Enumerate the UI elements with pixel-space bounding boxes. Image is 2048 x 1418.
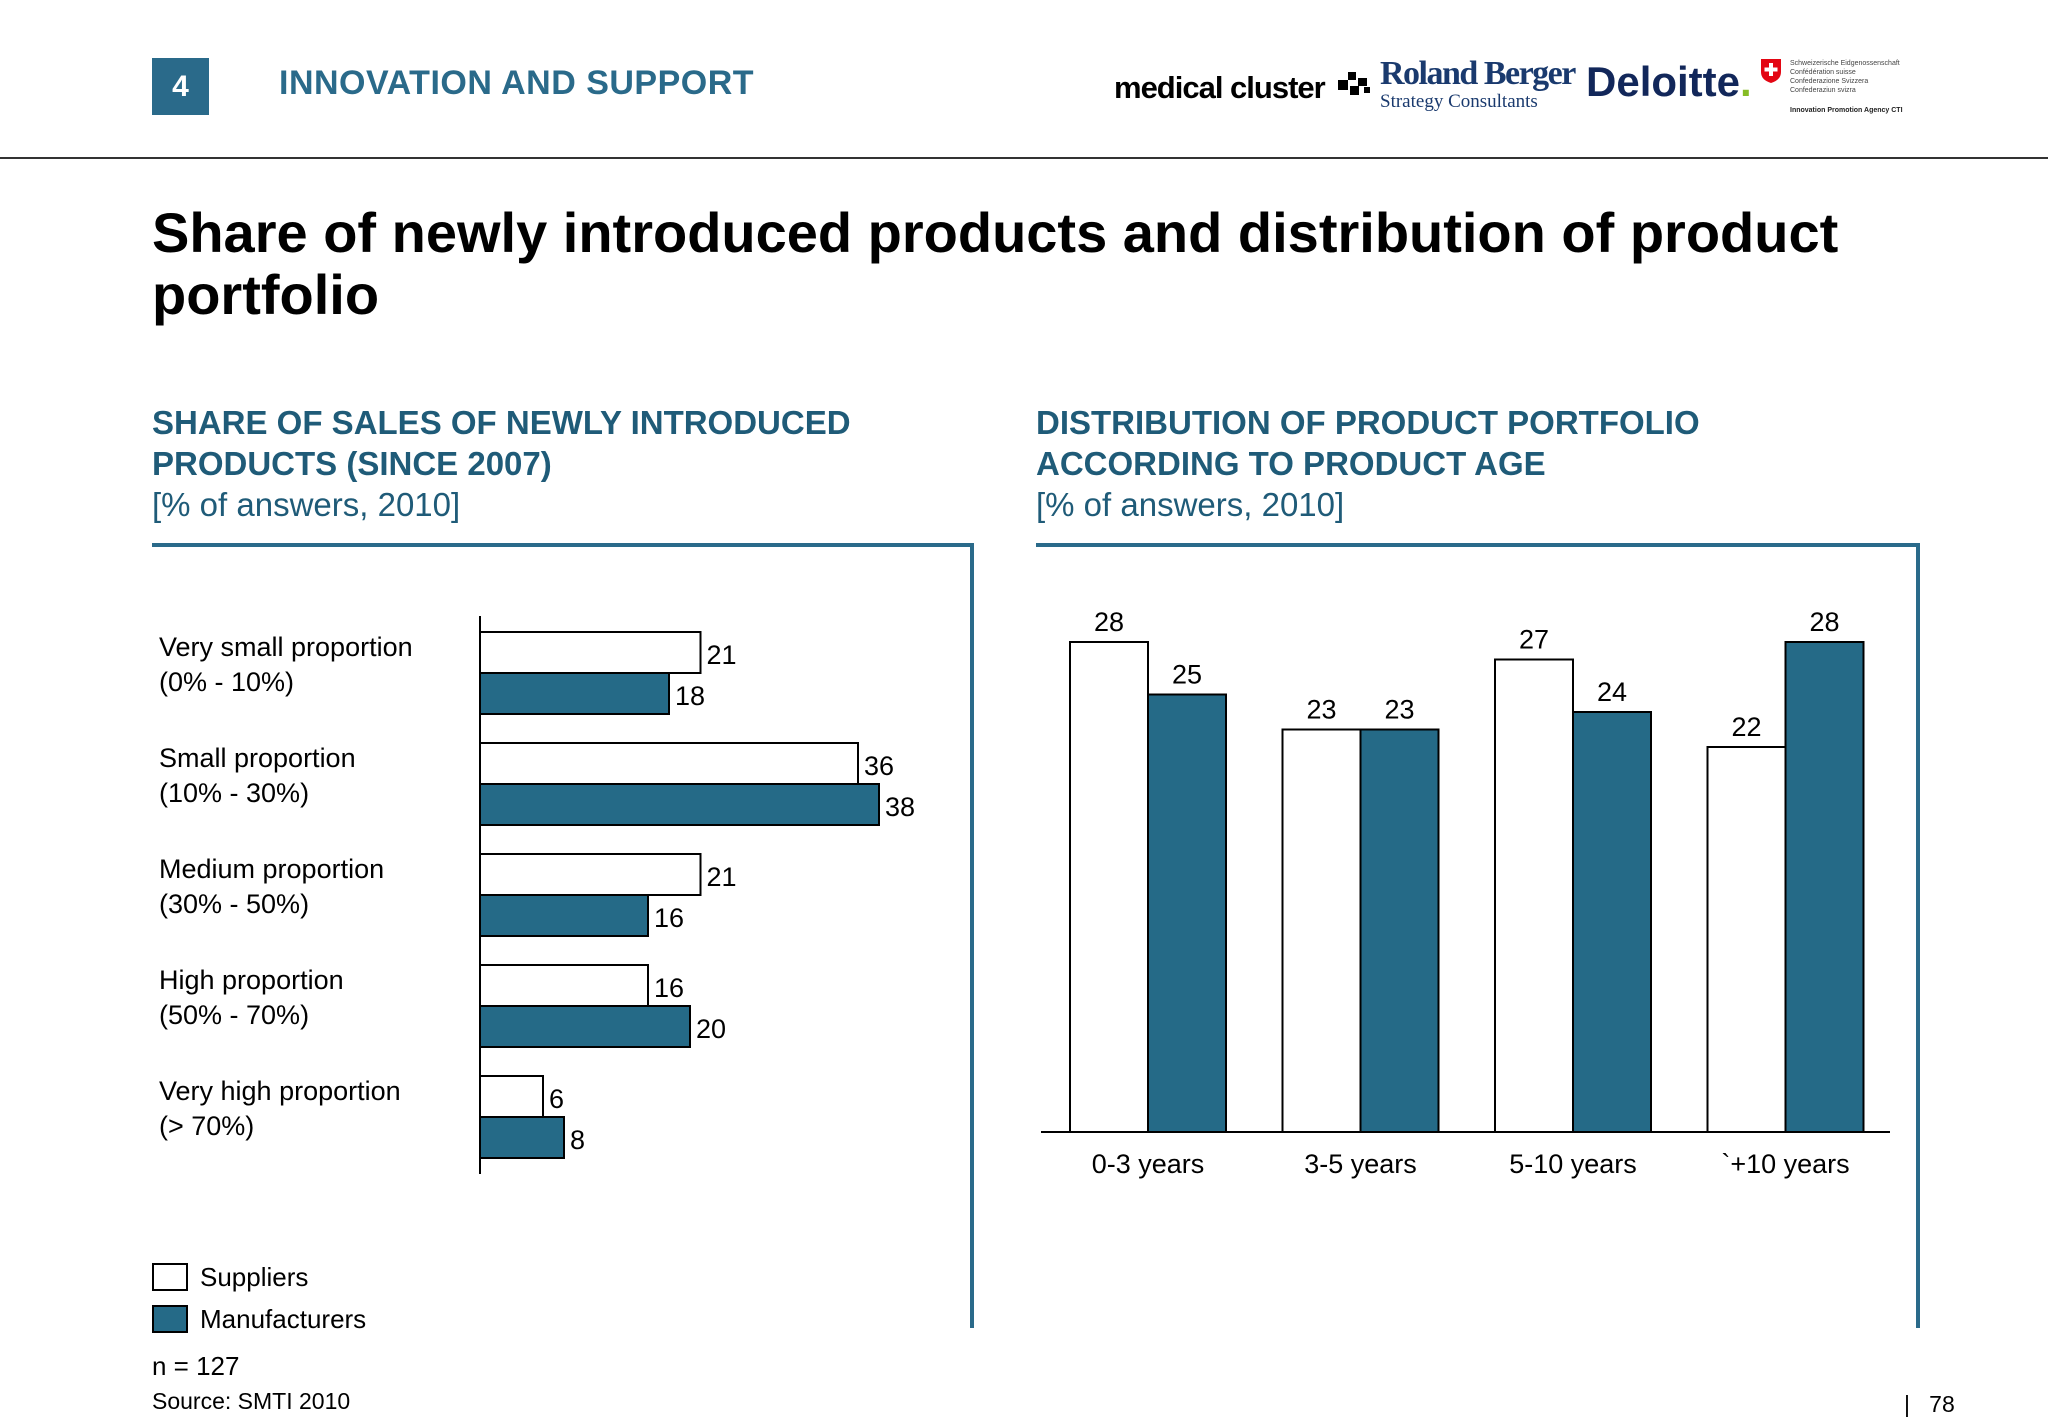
bar-suppliers — [1706, 746, 1787, 1133]
deloitte-logo: Deloitte. — [1586, 58, 1752, 106]
category-range-label: (> 70%) — [159, 1111, 254, 1141]
bar-manufacturers — [1359, 728, 1440, 1133]
roland-berger-logo-sub: Strategy Consultants — [1380, 91, 1538, 112]
deloitte-logo-dot: . — [1740, 58, 1752, 105]
category-range-label: (50% - 70%) — [159, 1000, 309, 1030]
data-label-suppliers: 22 — [1731, 712, 1761, 742]
data-label-suppliers: 6 — [549, 1084, 564, 1114]
data-label-suppliers: 21 — [707, 862, 737, 892]
data-label-suppliers: 36 — [864, 751, 894, 781]
bar-manufacturers — [479, 1005, 691, 1048]
category-label: `+10 years — [1721, 1149, 1849, 1179]
data-label-manufacturers: 38 — [885, 792, 915, 822]
legend-swatch-suppliers — [152, 1263, 188, 1291]
right-chart-unit: [% of answers, 2010] — [1036, 486, 1345, 523]
bar-manufacturers — [1147, 693, 1227, 1133]
data-label-suppliers: 21 — [707, 640, 737, 670]
bar-manufacturers — [479, 783, 880, 826]
left-chart-unit: [% of answers, 2010] — [152, 486, 461, 523]
swiss-confederation-logo: Schweizerische Eidgenossenschaft Confédé… — [1758, 56, 1930, 120]
page-number: | 78 — [1904, 1391, 1955, 1418]
category-label: 3-5 years — [1304, 1149, 1417, 1179]
category-range-label: (30% - 50%) — [159, 889, 309, 919]
bar-suppliers — [479, 964, 649, 1007]
legend-swatch-manufacturers — [152, 1305, 188, 1333]
bar-manufacturers — [479, 672, 670, 715]
legend-label-manufacturers: Manufacturers — [200, 1303, 367, 1334]
category-label: 0-3 years — [1092, 1149, 1205, 1179]
roland-berger-logo-name: Roland Berger — [1380, 55, 1576, 92]
swiss-name-line: Confederaziun svizra — [1790, 87, 1856, 94]
category-range-label: (0% - 10%) — [159, 667, 294, 697]
swiss-confederation-names: Schweizerische Eidgenossenschaft Confédé… — [1790, 59, 1900, 95]
page-number-value: 78 — [1929, 1391, 1955, 1417]
bar-suppliers — [479, 1075, 544, 1118]
page-number-separator: | — [1904, 1391, 1910, 1417]
category-label: 5-10 years — [1509, 1149, 1637, 1179]
medical-cluster-logo: medical cluster — [1114, 70, 1372, 106]
legend-item-suppliers: Suppliers — [152, 1256, 366, 1298]
swiss-name-line: Confédération suisse — [1790, 69, 1856, 76]
bar-suppliers — [1281, 728, 1362, 1133]
bar-suppliers — [1494, 658, 1574, 1133]
data-label-manufacturers: 24 — [1597, 677, 1627, 707]
section-number-badge: 4 — [152, 58, 209, 115]
deloitte-logo-text: Deloitte — [1586, 58, 1741, 105]
header-divider — [0, 157, 2048, 159]
category-label: Small proportion — [159, 743, 356, 773]
bar-manufacturers — [1572, 711, 1652, 1133]
right-chart-frame-side — [1916, 543, 1920, 1328]
right-chart-frame-top — [1036, 543, 1920, 547]
bar-suppliers — [479, 742, 859, 785]
data-label-suppliers: 28 — [1094, 607, 1124, 637]
data-label-manufacturers: 25 — [1172, 660, 1202, 690]
left-chart-title: SHARE OF SALES OF NEWLY INTRODUCED PRODU… — [152, 404, 851, 482]
bar-manufacturers — [479, 894, 649, 937]
category-label: High proportion — [159, 965, 344, 995]
category-label: Very high proportion — [159, 1076, 401, 1106]
swiss-cross-icon — [1761, 59, 1781, 83]
swiss-name-line: Schweizerische Eidgenossenschaft — [1790, 60, 1900, 67]
bar-suppliers — [479, 631, 702, 674]
section-title: INNOVATION AND SUPPORT — [279, 64, 755, 102]
data-label-manufacturers: 23 — [1384, 695, 1414, 725]
data-label-suppliers: 16 — [654, 973, 684, 1003]
sample-size-note: n = 127 — [152, 1351, 240, 1381]
data-label-suppliers: 23 — [1306, 695, 1336, 725]
medical-cluster-mark-icon — [1338, 72, 1371, 95]
right-chart-heading: DISTRIBUTION OF PRODUCT PORTFOLIO ACCORD… — [1036, 402, 1896, 525]
category-label: Medium proportion — [159, 854, 384, 884]
data-label-manufacturers: 16 — [654, 903, 684, 933]
legend-label-suppliers: Suppliers — [200, 1261, 309, 1292]
bar-suppliers — [1069, 641, 1149, 1133]
swiss-agency-name: Innovation Promotion Agency CTI — [1790, 107, 1903, 114]
left-chart-heading: SHARE OF SALES OF NEWLY INTRODUCED PRODU… — [152, 402, 1012, 525]
source-note: Source: SMTI 2010 — [152, 1388, 351, 1414]
data-label-manufacturers: 20 — [696, 1014, 726, 1044]
medical-cluster-logo-text: medical cluster — [1114, 70, 1326, 105]
roland-berger-logo: Roland Berger Strategy Consultants — [1380, 55, 1576, 112]
category-label: Very small proportion — [159, 632, 413, 662]
bar-manufacturers — [479, 1116, 565, 1159]
left-chart-frame-side — [970, 543, 974, 1328]
data-label-suppliers: 27 — [1519, 625, 1549, 655]
data-label-manufacturers: 28 — [1809, 607, 1839, 637]
left-chart-frame-top — [152, 543, 974, 547]
category-range-label: (10% - 30%) — [159, 778, 309, 808]
bar-suppliers — [479, 853, 702, 896]
data-label-manufacturers: 8 — [570, 1125, 585, 1155]
page-title: Share of newly introduced products and d… — [152, 201, 1839, 326]
right-chart-title: DISTRIBUTION OF PRODUCT PORTFOLIO ACCORD… — [1036, 404, 1700, 482]
bar-manufacturers — [1784, 641, 1865, 1133]
legend: Suppliers Manufacturers — [152, 1256, 366, 1340]
data-label-manufacturers: 18 — [675, 681, 705, 711]
swiss-name-line: Confederazione Svizzera — [1790, 78, 1869, 85]
legend-item-manufacturers: Manufacturers — [152, 1298, 366, 1340]
